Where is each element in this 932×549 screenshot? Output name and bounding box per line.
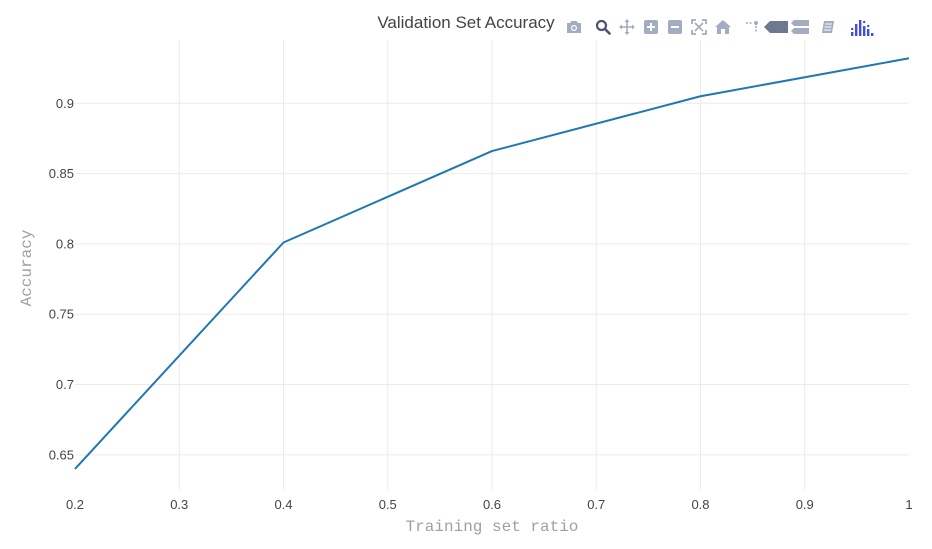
x-tick-label: 1	[905, 497, 912, 512]
modebar	[562, 14, 875, 40]
series-layer[interactable]	[74, 57, 910, 470]
y-tick-label: 0.9	[56, 96, 74, 111]
y-tick-label: 0.75	[49, 307, 74, 322]
plotly-logo-icon[interactable]	[851, 15, 875, 39]
y-tick-label: 0.65	[49, 447, 74, 462]
y-gridlines	[75, 102, 909, 456]
x-tick-label: 0.4	[274, 497, 292, 512]
camera-icon[interactable]	[562, 15, 586, 39]
x-tick-label: 0.6	[483, 497, 501, 512]
y-tick-label: 0.7	[56, 377, 74, 392]
x-tick-label: 0.2	[66, 497, 84, 512]
x-tick-labels: 0.2 0.3 0.4 0.5 0.6 0.7 0.8 0.9 1	[66, 497, 913, 512]
autoscale-icon[interactable]	[687, 15, 711, 39]
zoom-in-icon[interactable]	[639, 15, 663, 39]
x-tick-label: 0.8	[691, 497, 709, 512]
x-gridlines	[178, 40, 806, 490]
y-tick-labels: 0.65 0.7 0.75 0.8 0.85 0.9	[49, 96, 74, 463]
x-tick-label: 0.9	[796, 497, 814, 512]
zoom-out-icon[interactable]	[663, 15, 687, 39]
y-tick-label: 0.8	[56, 236, 74, 251]
x-tick-label: 0.3	[170, 497, 188, 512]
x-tick-label: 0.5	[379, 497, 397, 512]
spikelines-icon[interactable]	[740, 15, 764, 39]
y-tick-label: 0.85	[49, 166, 74, 181]
y-axis-title: Accuracy	[18, 229, 36, 306]
edit-in-chart-studio-icon[interactable]	[817, 15, 841, 39]
x-tick-label: 0.7	[587, 497, 605, 512]
hover-compare-icon[interactable]	[788, 15, 812, 39]
hover-closest-icon[interactable]	[764, 15, 788, 39]
home-icon[interactable]	[711, 15, 735, 39]
pan-icon[interactable]	[615, 15, 639, 39]
x-axis-title: Training set ratio	[406, 518, 579, 536]
zoom-icon[interactable]	[591, 15, 615, 39]
series-line[interactable]	[74, 57, 910, 470]
chart-title: Validation Set Accuracy	[377, 13, 555, 32]
